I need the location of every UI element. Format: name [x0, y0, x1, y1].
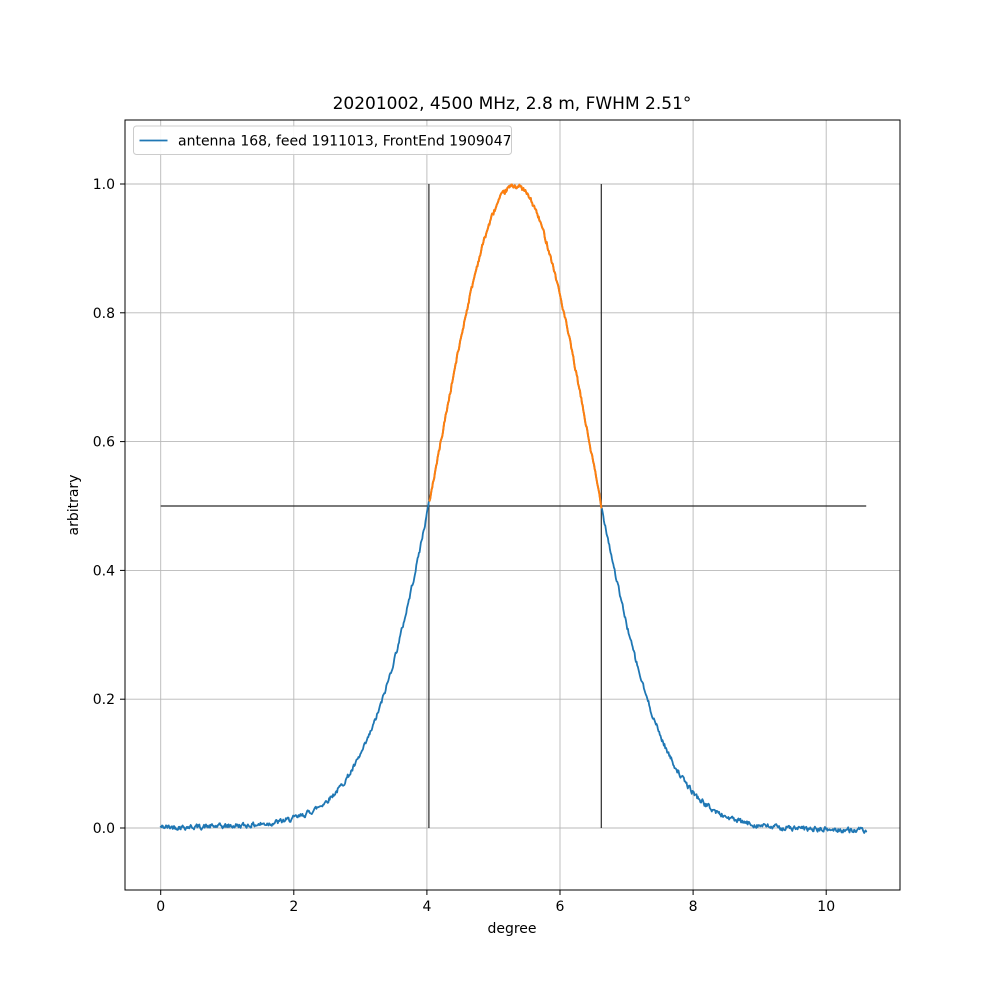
data-curves: [159, 183, 868, 834]
y-tick-label: 0.6: [93, 435, 115, 451]
y-tick-label: 0.2: [93, 692, 115, 708]
beam-curve-half-power-segment: [428, 183, 603, 509]
x-tick-label: 4: [422, 899, 431, 915]
legend-label: antenna 168, feed 1911013, FrontEnd 1909…: [178, 134, 512, 150]
x-tick-label: 2: [289, 899, 298, 915]
x-tick-label: 10: [817, 899, 835, 915]
plot-area: [125, 120, 900, 890]
x-tick-label: 8: [689, 899, 698, 915]
chart-title: 20201002, 4500 MHz, 2.8 m, FWHM 2.51°: [333, 94, 692, 114]
axis-tick-labels: 0 2 4 6 8 10 0.0 0.2 0.4 0.6 0.8 1.0: [93, 177, 835, 915]
y-tick-label: 0.8: [93, 306, 115, 322]
x-tick-label: 0: [156, 899, 165, 915]
legend-box: [133, 125, 512, 155]
plot-border: [124, 119, 901, 891]
legend: antenna 168, feed 1911013, FrontEnd 1909…: [133, 125, 512, 155]
y-tick-label: 0.4: [93, 563, 115, 579]
x-tick-label: 6: [556, 899, 565, 915]
x-axis-label: degree: [487, 921, 536, 937]
y-tick-label: 1.0: [93, 177, 115, 193]
y-tick-label: 0.0: [93, 821, 115, 837]
axis-ticks: [120, 183, 827, 895]
grid-lines: [125, 120, 900, 890]
y-axis-label: arbitrary: [66, 475, 82, 536]
